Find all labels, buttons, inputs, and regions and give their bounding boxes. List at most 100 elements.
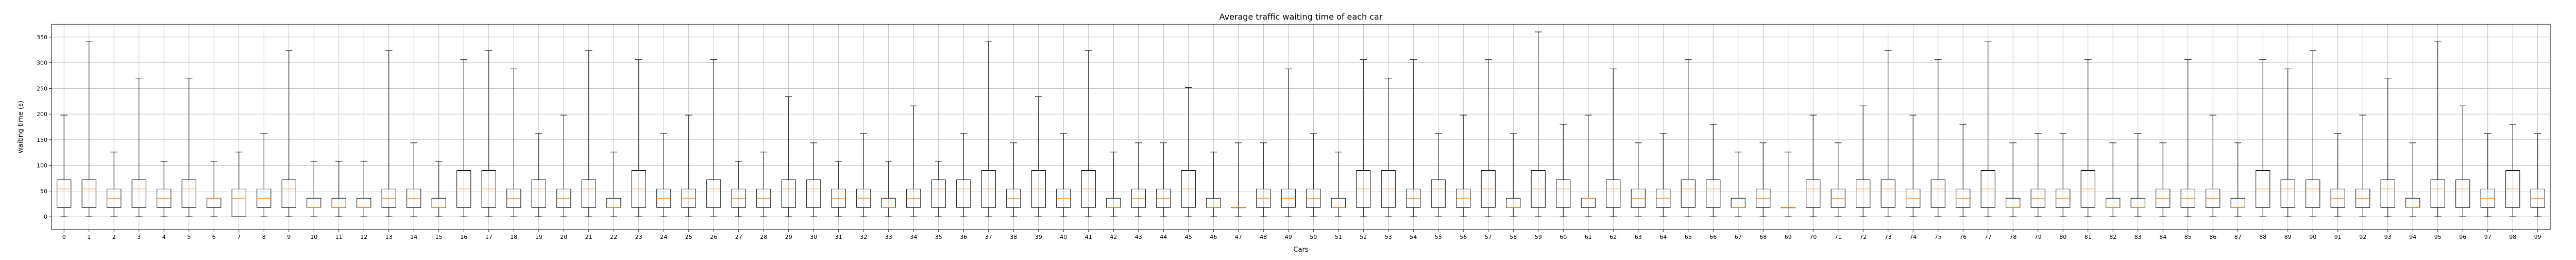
box-40 <box>1056 133 1071 217</box>
x-tick-label: 21 <box>585 234 592 240</box>
x-tick-label: 73 <box>1885 234 1892 240</box>
box-56 <box>1456 115 1471 217</box>
box-78 <box>2006 142 2021 217</box>
box-53 <box>1381 77 1396 217</box>
box-87 <box>2230 142 2245 217</box>
box-57 <box>1481 59 1496 217</box>
x-tick-label: 57 <box>1485 234 1492 240</box>
x-tick-label: 33 <box>885 234 892 240</box>
y-axis-label: waiting time (s) <box>17 101 25 153</box>
box-1 <box>81 41 96 217</box>
box-98 <box>2505 124 2520 217</box>
box-68 <box>1756 142 1771 217</box>
box-body <box>281 179 296 208</box>
x-tick-label: 49 <box>1285 234 1292 240</box>
box-19 <box>531 133 546 217</box>
box-body <box>1856 179 1871 208</box>
x-tick-label: 44 <box>1160 234 1167 240</box>
x-tick-label: 63 <box>1635 234 1642 240</box>
box-51 <box>1331 152 1346 217</box>
box-44 <box>1156 142 1171 217</box>
box-63 <box>1631 142 1646 217</box>
x-tick-label: 55 <box>1435 234 1442 240</box>
box-46 <box>1206 152 1221 217</box>
box-97 <box>2480 133 2495 217</box>
x-tick-label: 19 <box>535 234 543 240</box>
x-tick-label: 46 <box>1210 234 1217 240</box>
x-tick-label: 43 <box>1135 234 1142 240</box>
x-tick-label: 90 <box>2309 234 2316 240</box>
x-tick-label: 34 <box>910 234 917 240</box>
x-tick-label: 0 <box>62 234 66 240</box>
box-24 <box>656 133 671 217</box>
box-50 <box>1306 133 1321 217</box>
box-body <box>781 179 796 208</box>
box-body <box>2455 179 2470 208</box>
x-tick-label: 31 <box>835 234 842 240</box>
box-30 <box>806 142 821 217</box>
box-95 <box>2430 41 2445 217</box>
x-tick-label: 41 <box>1085 234 1092 240</box>
box-29 <box>781 96 796 217</box>
y-tick-label: 300 <box>37 60 47 67</box>
box-body <box>2380 179 2395 208</box>
box-36 <box>956 133 971 217</box>
x-tick-label: 89 <box>2284 234 2292 240</box>
x-tick-label: 29 <box>785 234 792 240</box>
box-72 <box>1856 105 1871 217</box>
box-21 <box>581 50 596 217</box>
x-tick-label: 52 <box>1360 234 1367 240</box>
x-tick-label: 5 <box>187 234 191 240</box>
box-body <box>931 179 946 208</box>
box-23 <box>631 59 646 217</box>
box-10 <box>307 161 321 217</box>
y-tick-label: 100 <box>37 163 47 169</box>
x-tick-label: 96 <box>2459 234 2466 240</box>
x-tick-label: 81 <box>2084 234 2092 240</box>
box-48 <box>1256 142 1271 217</box>
box-body <box>706 179 721 208</box>
x-tick-label: 71 <box>1835 234 1842 240</box>
box-70 <box>1806 115 1821 217</box>
box-11 <box>331 161 346 217</box>
box-94 <box>2405 142 2420 217</box>
box-89 <box>2280 69 2295 217</box>
x-tick-label: 99 <box>2534 234 2541 240</box>
box-17 <box>481 50 496 217</box>
box-84 <box>2156 142 2171 217</box>
box-0 <box>57 115 72 217</box>
x-tick-label: 87 <box>2234 234 2242 240</box>
x-tick-label: 25 <box>685 234 692 240</box>
box-85 <box>2180 59 2195 217</box>
x-tick-label: 9 <box>287 234 291 240</box>
box-99 <box>2530 133 2545 217</box>
x-tick-label: 92 <box>2359 234 2366 240</box>
x-tick-label: 39 <box>1035 234 1042 240</box>
box-20 <box>556 115 571 217</box>
box-body <box>181 179 196 208</box>
box-96 <box>2455 105 2470 217</box>
x-tick-label: 12 <box>360 234 367 240</box>
x-tick-label: 11 <box>335 234 343 240</box>
box-25 <box>681 115 696 217</box>
box-86 <box>2206 115 2221 217</box>
x-tick-label: 80 <box>2059 234 2066 240</box>
x-tick-label: 13 <box>385 234 393 240</box>
x-tick-label: 77 <box>1985 234 1992 240</box>
box-15 <box>431 161 446 217</box>
box-body <box>81 179 96 208</box>
box-74 <box>1906 115 1921 217</box>
box-body <box>581 179 596 208</box>
x-tick-label: 75 <box>1935 234 1942 240</box>
x-tick-label: 64 <box>1659 234 1667 240</box>
x-tick-label: 7 <box>237 234 241 240</box>
boxes <box>57 31 2545 217</box>
box-69 <box>1781 152 1795 217</box>
box-91 <box>2330 133 2345 217</box>
box-34 <box>906 105 921 217</box>
x-tick-label: 30 <box>810 234 817 240</box>
x-tick-label: 23 <box>635 234 642 240</box>
box-33 <box>881 161 896 217</box>
x-tick-label: 94 <box>2409 234 2416 240</box>
